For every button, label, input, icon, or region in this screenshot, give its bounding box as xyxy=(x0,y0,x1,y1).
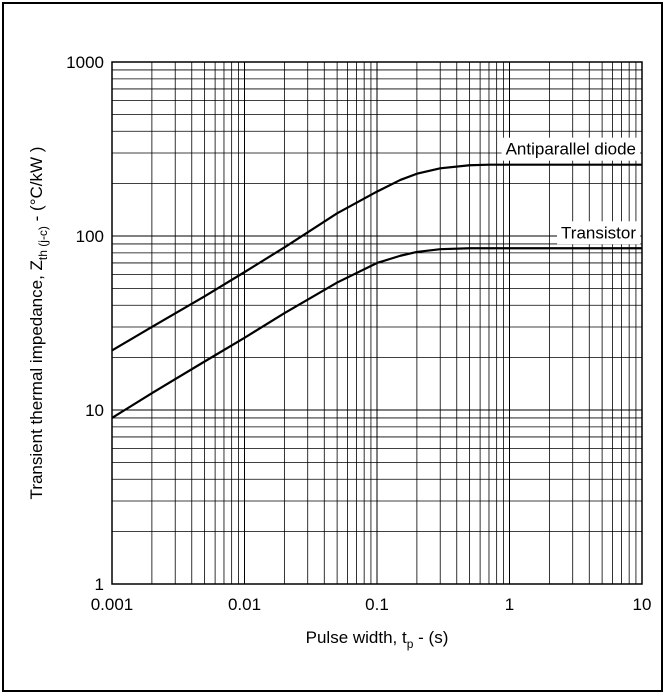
plot-border xyxy=(111,61,643,585)
y-tick-label: 100 xyxy=(76,227,104,246)
series-line-transistor xyxy=(111,247,642,419)
y-tick-label: 1 xyxy=(95,575,104,594)
series-label-antiparallel-diode: Antiparallel diode xyxy=(501,137,640,161)
series-label-text: Transistor xyxy=(561,223,636,242)
x-tick-label: 10 xyxy=(633,595,652,614)
x-axis-title: Pulse width, tp - (s) xyxy=(306,628,449,651)
y-tick-label: 1000 xyxy=(66,53,104,72)
y-axis-title: Transient thermal impedance, Zth (j-c) -… xyxy=(27,147,50,500)
grid xyxy=(112,62,642,584)
series-label-background xyxy=(557,221,641,245)
x-tick-labels: 0.001 0.01 0.1 1 10 xyxy=(91,595,652,614)
x-tick-label: 0.001 xyxy=(91,595,134,614)
series-label-transistor: Transistor xyxy=(557,221,641,245)
curves xyxy=(111,163,642,419)
series-label-background xyxy=(501,137,640,161)
y-tick-label: 10 xyxy=(85,401,104,420)
x-tick-label: 0.1 xyxy=(365,595,389,614)
x-tick-label: 0.01 xyxy=(228,595,261,614)
x-tick-label: 1 xyxy=(505,595,514,614)
series-line-antiparallel-diode xyxy=(111,163,642,352)
y-tick-labels: 1 10 100 1000 xyxy=(66,53,104,594)
curve-labels: Antiparallel diode Transistor xyxy=(501,137,641,245)
series-label-text: Antiparallel diode xyxy=(506,140,636,159)
